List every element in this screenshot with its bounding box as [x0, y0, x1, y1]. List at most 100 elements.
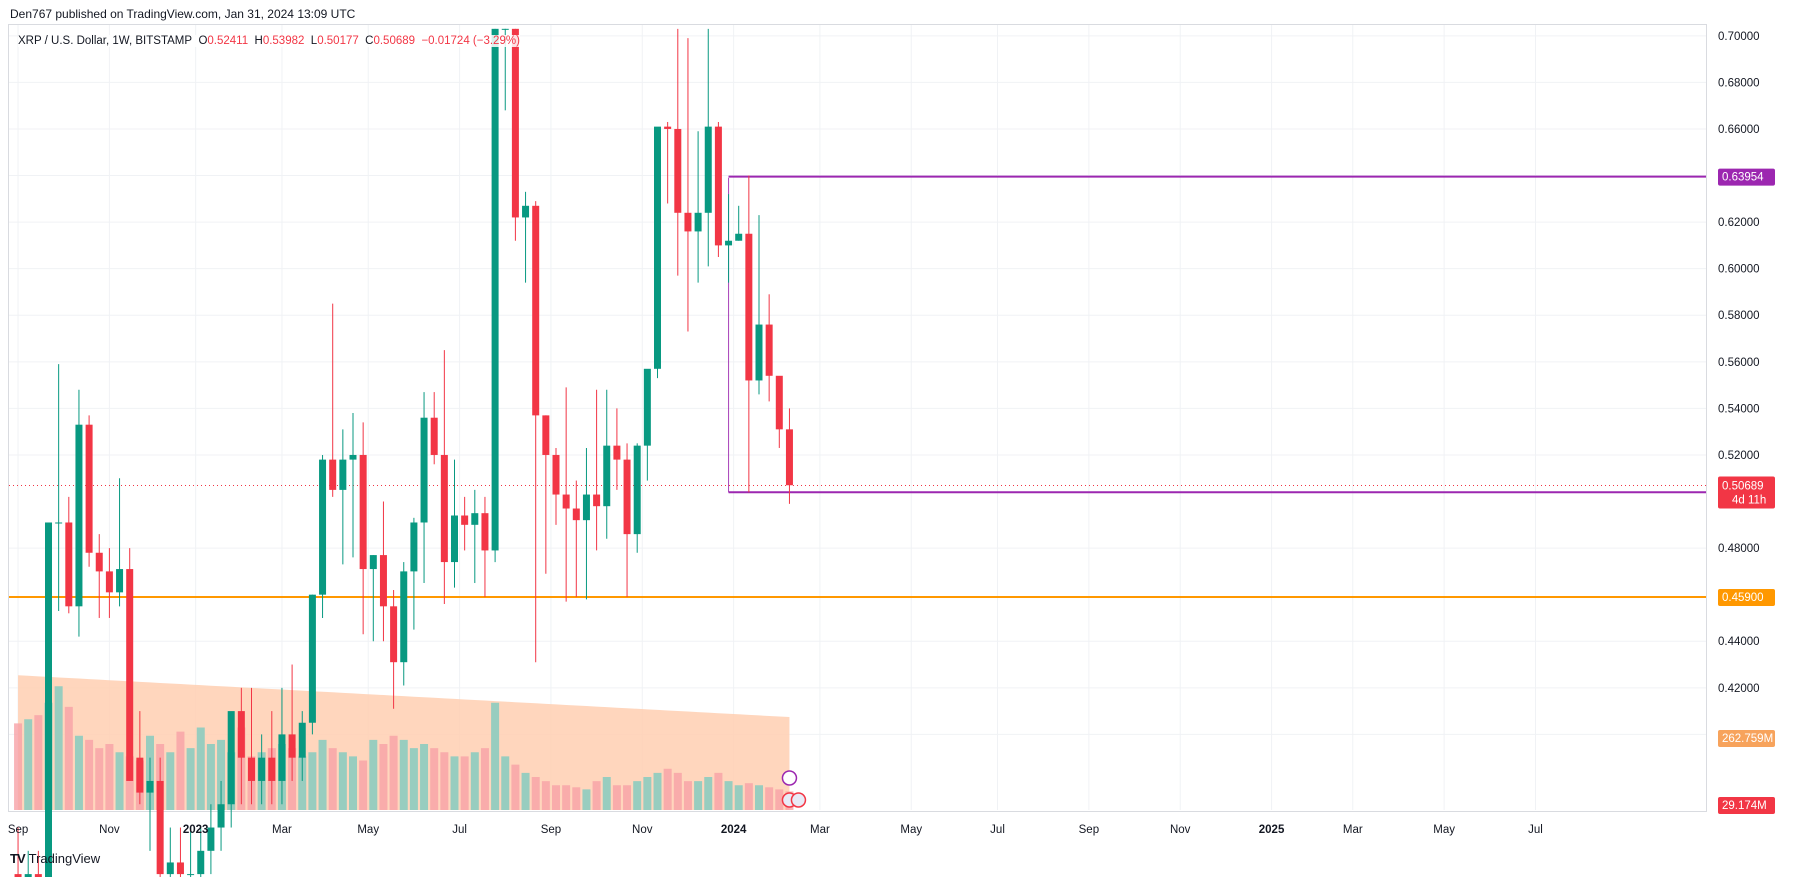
volume-bar[interactable]: [95, 748, 104, 810]
volume-bar[interactable]: [724, 781, 733, 810]
volume-bar[interactable]: [430, 748, 439, 810]
candle[interactable]: [156, 780, 164, 875]
candle[interactable]: [55, 522, 63, 524]
volume-bar[interactable]: [592, 781, 601, 810]
volume-bar[interactable]: [755, 785, 763, 810]
candle[interactable]: [217, 804, 225, 828]
candle[interactable]: [379, 555, 387, 607]
candle[interactable]: [166, 862, 174, 875]
candle[interactable]: [227, 711, 235, 805]
candle[interactable]: [532, 205, 540, 416]
candle[interactable]: [674, 128, 682, 213]
volume-bar[interactable]: [521, 772, 530, 810]
volume-bar[interactable]: [176, 731, 185, 810]
volume-bar[interactable]: [602, 777, 611, 810]
volume-bar[interactable]: [166, 752, 175, 810]
candle[interactable]: [582, 494, 590, 521]
candle[interactable]: [176, 862, 184, 875]
volume-bar[interactable]: [440, 752, 449, 810]
volume-bar[interactable]: [501, 756, 510, 810]
candle[interactable]: [745, 233, 753, 381]
volume-bar[interactable]: [643, 777, 652, 810]
candle[interactable]: [684, 212, 692, 232]
candle[interactable]: [755, 324, 763, 381]
candle[interactable]: [511, 28, 519, 218]
volume-bar[interactable]: [217, 739, 226, 810]
candle[interactable]: [704, 126, 712, 213]
candle[interactable]: [329, 459, 337, 490]
economic-event-flag-icon[interactable]: [790, 792, 807, 808]
volume-bar[interactable]: [653, 772, 662, 810]
candle[interactable]: [420, 417, 428, 523]
event-lightning-icon[interactable]: [781, 770, 798, 786]
candle[interactable]: [501, 28, 509, 30]
candle[interactable]: [725, 240, 733, 246]
volume-bar[interactable]: [24, 719, 33, 810]
volume-bar[interactable]: [105, 744, 114, 810]
volume-bar[interactable]: [633, 781, 642, 810]
candle[interactable]: [85, 424, 93, 553]
candle[interactable]: [654, 126, 661, 369]
volume-bar[interactable]: [298, 756, 307, 810]
candle[interactable]: [613, 445, 621, 460]
candle[interactable]: [481, 513, 489, 551]
volume-bar[interactable]: [562, 785, 571, 810]
volume-bar[interactable]: [379, 744, 388, 810]
volume-bar[interactable]: [85, 739, 94, 810]
candle[interactable]: [643, 368, 651, 446]
candle[interactable]: [116, 569, 124, 593]
candle[interactable]: [237, 711, 245, 758]
candle[interactable]: [65, 522, 73, 607]
volume-bar[interactable]: [64, 706, 73, 810]
candle[interactable]: [14, 874, 22, 877]
candle[interactable]: [562, 494, 570, 509]
volume-bar[interactable]: [369, 739, 378, 810]
candle[interactable]: [298, 722, 306, 758]
volume-bar[interactable]: [744, 783, 753, 810]
candle[interactable]: [105, 571, 113, 593]
candle[interactable]: [461, 515, 469, 525]
candle[interactable]: [126, 569, 134, 781]
candle[interactable]: [359, 454, 367, 570]
volume-bar[interactable]: [694, 781, 703, 810]
volume-bar[interactable]: [460, 756, 469, 810]
candle[interactable]: [45, 522, 52, 877]
volume-bar[interactable]: [115, 752, 124, 810]
volume-bar[interactable]: [450, 756, 459, 810]
candle[interactable]: [785, 429, 793, 486]
volume-bar[interactable]: [14, 723, 23, 810]
candle[interactable]: [34, 874, 42, 877]
volume-bar[interactable]: [673, 772, 682, 810]
candle[interactable]: [278, 734, 286, 781]
candle[interactable]: [308, 594, 316, 723]
volume-bar[interactable]: [125, 756, 134, 810]
volume-bar[interactable]: [186, 748, 195, 810]
volume-bar[interactable]: [572, 787, 581, 810]
volume-bar[interactable]: [420, 744, 429, 810]
volume-bar[interactable]: [531, 777, 540, 810]
candle[interactable]: [24, 874, 32, 877]
chart-frame[interactable]: [8, 24, 1707, 812]
candle[interactable]: [542, 415, 550, 455]
volume-bar[interactable]: [552, 785, 560, 810]
volume-bar[interactable]: [399, 739, 408, 810]
candle[interactable]: [268, 757, 276, 781]
volume-bar[interactable]: [511, 764, 520, 810]
candle[interactable]: [471, 513, 479, 525]
volume-bar[interactable]: [34, 715, 43, 810]
volume-bar[interactable]: [775, 789, 784, 810]
candle[interactable]: [664, 126, 672, 129]
candle[interactable]: [491, 28, 499, 551]
candle[interactable]: [75, 424, 83, 607]
volume-bar[interactable]: [359, 760, 368, 811]
volume-bar[interactable]: [663, 768, 672, 810]
volume-bar[interactable]: [196, 727, 205, 811]
candle[interactable]: [369, 555, 377, 570]
candle[interactable]: [197, 850, 205, 875]
volume-bar[interactable]: [470, 752, 479, 810]
volume-bar[interactable]: [541, 781, 550, 810]
volume-bar[interactable]: [704, 777, 713, 810]
candle[interactable]: [258, 757, 266, 781]
candle[interactable]: [95, 552, 103, 572]
candle[interactable]: [522, 205, 530, 218]
